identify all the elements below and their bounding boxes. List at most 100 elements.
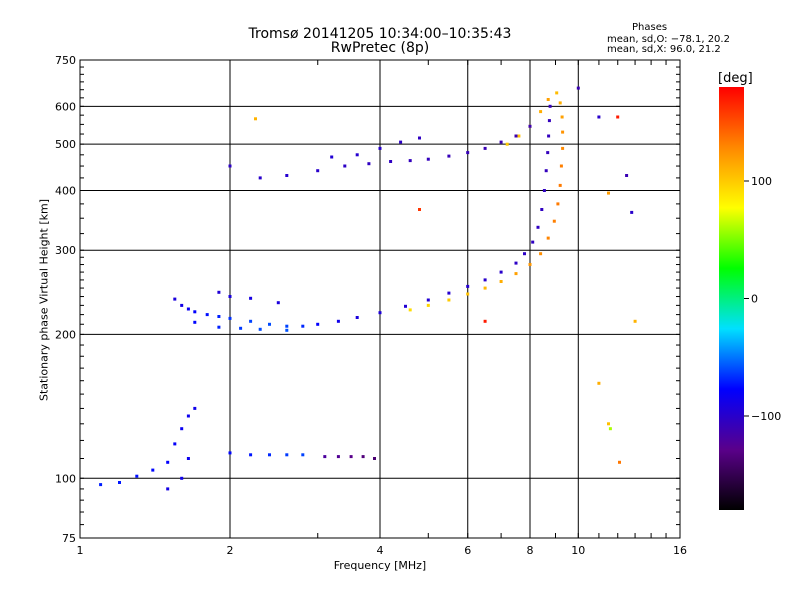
echo-point — [559, 164, 563, 168]
echo-point — [258, 176, 262, 180]
echo-point — [618, 460, 621, 464]
phase-stats-o: mean, sd,O: −78.1, 20.2 — [607, 34, 730, 45]
echo-point — [349, 455, 353, 459]
echo-point — [531, 240, 535, 244]
x-tick-label: 2 — [227, 544, 234, 557]
echo-point — [228, 451, 232, 455]
y-tick-label: 300 — [55, 244, 76, 257]
echo-point — [625, 174, 629, 177]
echo-point — [186, 307, 190, 311]
echo-point — [186, 457, 190, 460]
echo-point — [285, 324, 289, 328]
echo-point — [173, 297, 177, 301]
y-axis-label: Stationary phase Virtual Height [km] — [37, 198, 51, 402]
y-tick-label: 100 — [55, 472, 76, 485]
echo-point — [378, 311, 382, 315]
echo-point — [285, 174, 289, 177]
echo-point — [555, 91, 559, 95]
echo-point — [249, 453, 253, 457]
echo-point — [217, 315, 221, 318]
echo-point — [547, 134, 551, 138]
echo-point — [447, 298, 451, 302]
echo-point — [268, 322, 271, 326]
echo-point — [408, 308, 412, 312]
plot-frame — [79, 59, 681, 539]
echo-point — [399, 140, 403, 144]
echo-point — [217, 325, 221, 329]
x-axis-label: Frequency [MHz] — [333, 559, 427, 572]
echo-point — [301, 453, 305, 457]
echo-point — [447, 291, 451, 295]
echo-point — [597, 115, 601, 119]
y-tick-label: 600 — [55, 100, 76, 113]
echo-point — [193, 320, 197, 324]
echo-point — [561, 130, 565, 134]
x-tick-label: 8 — [527, 544, 534, 557]
echo-point — [544, 169, 548, 173]
echo-point — [118, 481, 121, 484]
echo-point — [285, 328, 289, 332]
echo-point — [607, 191, 610, 195]
colorbar — [719, 87, 744, 510]
y-tick-label: 75 — [62, 532, 76, 545]
echo-point — [630, 210, 634, 214]
echo-point — [540, 208, 544, 211]
echo-point — [186, 414, 190, 418]
echo-point — [193, 310, 197, 314]
y-tick-label: 400 — [55, 184, 76, 197]
echo-point — [254, 117, 257, 121]
echo-point — [517, 134, 521, 138]
echo-point — [301, 324, 305, 328]
echo-point — [547, 119, 551, 123]
echo-point — [180, 427, 184, 431]
echo-point — [546, 236, 550, 240]
echo-point — [418, 208, 421, 211]
echo-point — [276, 301, 280, 305]
echo-point — [330, 155, 334, 159]
echo-point — [539, 110, 543, 114]
echo-point — [633, 319, 637, 323]
echo-point — [180, 303, 184, 307]
echo-point — [528, 263, 532, 266]
echo-point — [323, 455, 327, 459]
plot-subtitle: RwPretec (8p) — [330, 40, 430, 56]
echo-point — [548, 104, 552, 108]
echo-point — [166, 460, 170, 464]
echo-point — [514, 134, 518, 138]
echo-point — [466, 292, 470, 296]
echo-point — [505, 142, 509, 146]
echo-point — [426, 303, 430, 307]
echo-point — [389, 160, 393, 163]
echo-point — [228, 316, 232, 320]
echo-point — [499, 280, 503, 283]
echo-point — [514, 261, 518, 265]
echo-point — [228, 295, 232, 298]
y-tick-label: 500 — [55, 138, 76, 151]
echo-point — [418, 136, 421, 140]
echo-point — [336, 319, 340, 323]
echo-point — [546, 151, 550, 155]
echo-point — [135, 474, 139, 478]
echo-point — [447, 154, 451, 158]
echo-point — [483, 286, 487, 290]
echo-point — [355, 316, 359, 319]
echo-point — [499, 270, 503, 274]
echo-point — [249, 319, 253, 323]
echo-point — [483, 278, 487, 282]
echo-point — [499, 140, 503, 144]
echo-point — [466, 284, 470, 288]
echo-point — [546, 98, 550, 101]
colorbar-tick-label: 100 — [751, 175, 772, 188]
echo-point — [607, 422, 610, 426]
echo-point — [561, 146, 565, 150]
echo-point — [355, 153, 359, 157]
echo-point — [576, 86, 580, 90]
echo-point — [597, 381, 601, 385]
echo-point — [173, 442, 177, 446]
echo-point — [523, 252, 526, 256]
echo-point — [249, 296, 253, 300]
echo-point — [528, 124, 532, 128]
x-tick-label: 10 — [571, 544, 585, 557]
